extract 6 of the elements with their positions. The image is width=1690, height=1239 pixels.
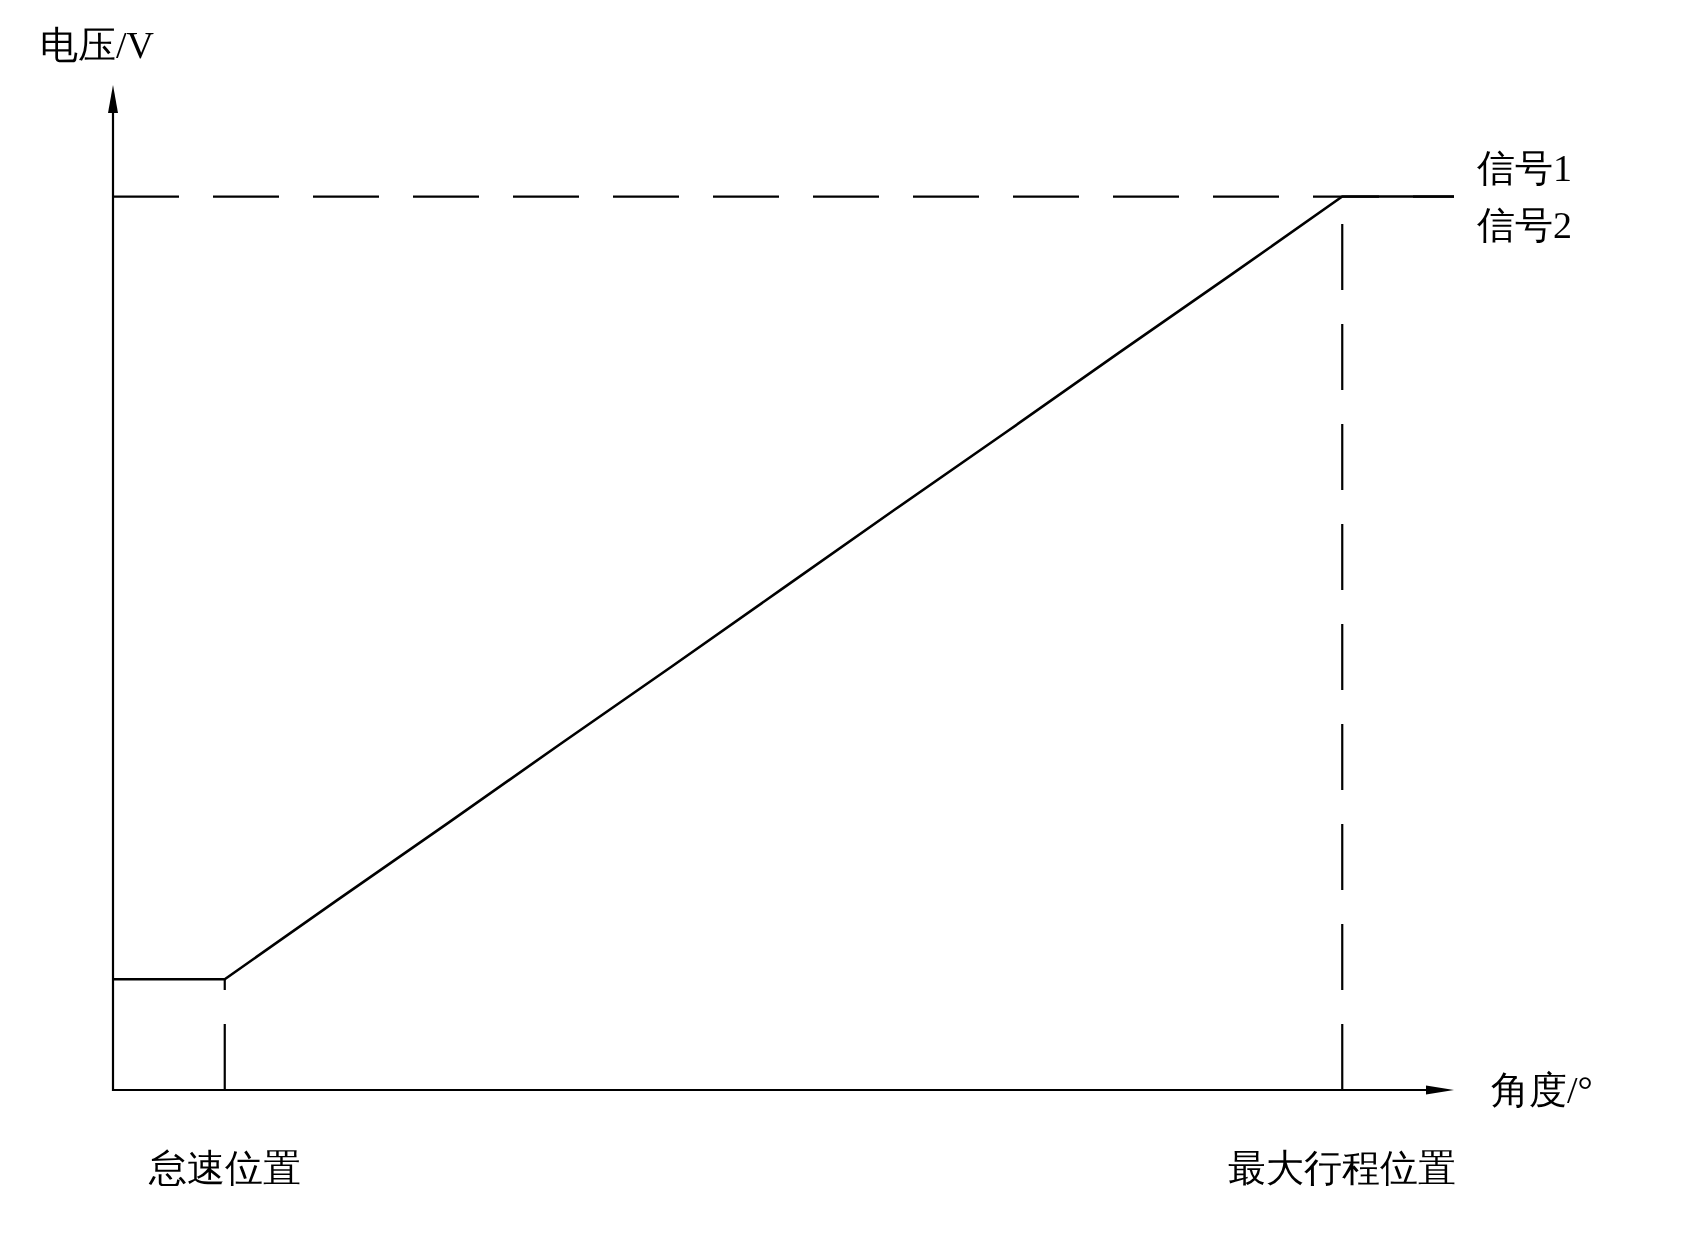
x-tick-label: 最大行程位置 xyxy=(1228,1147,1457,1189)
x-tick-label: 怠速位置 xyxy=(148,1147,301,1189)
series-name: 信号1 xyxy=(1477,147,1572,190)
y-axis-title: 电压/V xyxy=(40,24,154,66)
x-axis-title: 角度/° xyxy=(1491,1069,1593,1111)
series-name: 信号2 xyxy=(1477,204,1572,247)
